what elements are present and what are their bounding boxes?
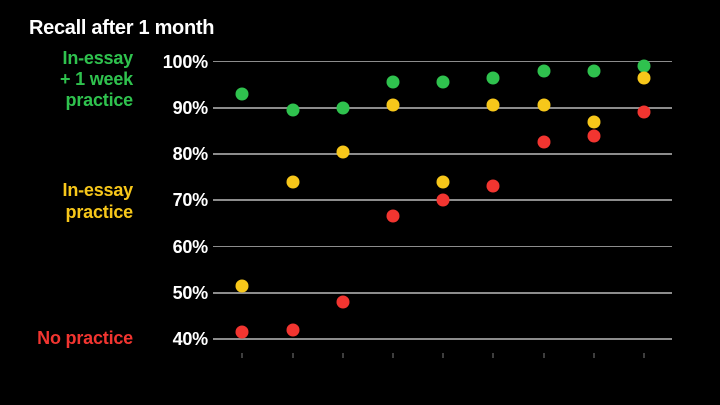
y-axis-label-100: 100%: [162, 51, 208, 72]
x-tick-4: [391, 353, 394, 358]
x-tick-7: [542, 353, 545, 358]
data-point-yellow-1: [235, 279, 249, 293]
x-tick-5: [442, 353, 445, 358]
x-tick-9: [642, 353, 645, 358]
data-point-yellow-2: [286, 175, 299, 189]
series-label-red-line-1: No practice: [37, 328, 133, 348]
x-tick-3: [341, 353, 344, 358]
series-label-green-line-2: + 1 week: [60, 69, 133, 89]
data-point-green-6: [486, 71, 500, 85]
data-point-red-6: [486, 179, 500, 193]
y-axis-label-60: 60%: [172, 236, 209, 257]
data-point-red-5: [436, 193, 450, 207]
data-point-red-2: [286, 323, 299, 337]
data-point-red-1: [235, 325, 249, 339]
y-axis-label-70: 70%: [172, 190, 209, 211]
data-point-red-9: [637, 105, 651, 119]
data-point-green-4: [386, 75, 400, 89]
chart-title: Recall after 1 month: [29, 17, 215, 39]
series-label-yellow-line-2: practice: [65, 202, 134, 222]
data-point-green-3: [336, 101, 350, 115]
data-point-green-9: [637, 59, 651, 73]
data-point-red-7: [537, 135, 550, 149]
data-point-green-2: [286, 103, 299, 117]
data-point-yellow-7: [537, 98, 550, 112]
data-point-red-8: [587, 129, 601, 142]
series-label-green-line-1: In-essay: [62, 48, 134, 68]
data-point-yellow-3: [336, 145, 350, 159]
series-label-green: In-essay + 1 week practice: [0, 48, 133, 111]
data-point-red-3: [336, 295, 350, 309]
gridline-100: [213, 60, 672, 63]
data-point-green-8: [587, 64, 601, 78]
data-point-yellow-6: [486, 98, 500, 112]
x-tick-1: [241, 353, 244, 358]
data-point-green-5: [436, 75, 450, 89]
series-label-yellow: In-essay practice: [0, 179, 134, 223]
x-tick-2: [291, 353, 294, 358]
series-label-red: No practice: [0, 328, 133, 349]
data-point-green-1: [235, 87, 249, 101]
gridline-80: [213, 153, 672, 155]
data-point-yellow-4: [386, 98, 400, 112]
y-axis-label-90: 90%: [172, 97, 209, 118]
data-point-yellow-9: [637, 71, 651, 85]
y-axis-label-80: 80%: [172, 144, 209, 164]
gridline-50: [213, 291, 672, 294]
data-point-red-4: [386, 209, 400, 223]
y-axis-label-50: 50%: [172, 282, 209, 303]
data-point-green-7: [537, 64, 550, 78]
x-tick-6: [492, 353, 495, 358]
y-axis-label-40: 40%: [172, 329, 209, 349]
data-point-yellow-8: [587, 115, 601, 129]
gridline-90: [213, 106, 672, 109]
series-label-green-line-3: practice: [65, 90, 134, 110]
x-tick-8: [592, 353, 595, 358]
gridline-40: [213, 338, 672, 340]
data-point-yellow-5: [436, 175, 450, 189]
gridline-60: [213, 245, 672, 248]
series-label-yellow-line-1: In-essay: [62, 180, 134, 200]
